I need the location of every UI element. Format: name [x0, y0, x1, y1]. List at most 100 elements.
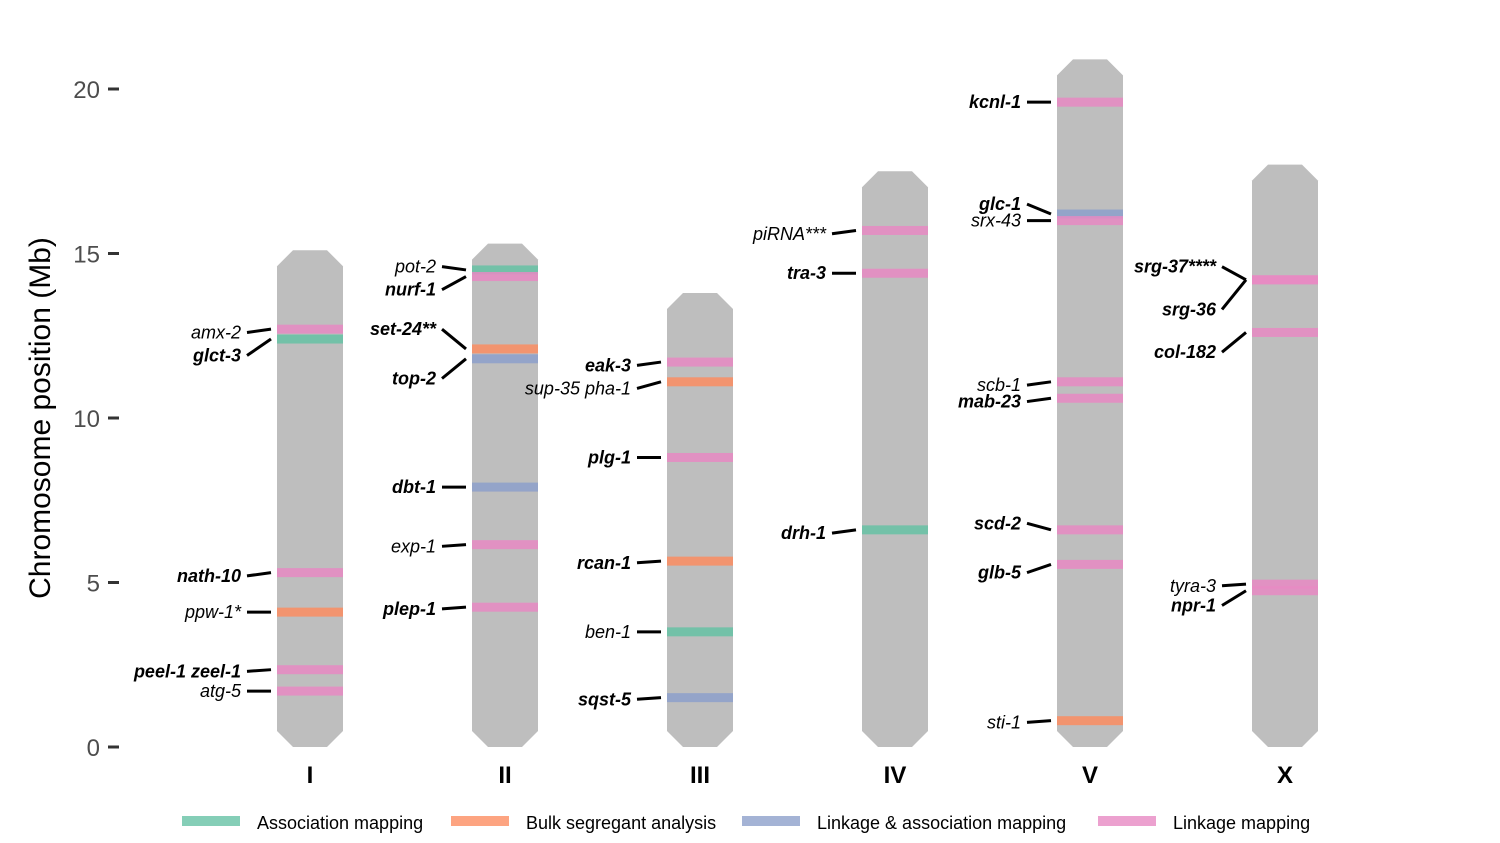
gene-band — [472, 540, 538, 550]
gene-label: amx-2 — [191, 322, 241, 342]
gene-label: mab-23 — [958, 392, 1021, 412]
legend-label: Linkage & association mapping — [817, 813, 1066, 833]
gene-band — [472, 272, 538, 282]
gene-band — [1252, 586, 1318, 596]
gene-leader-line — [1026, 521, 1052, 532]
gene-label: top-2 — [392, 369, 436, 389]
chromosome-I-bar — [277, 250, 343, 747]
chromosome-V-bar — [1057, 59, 1123, 747]
gene-label: npr-1 — [1171, 596, 1216, 616]
gene-band — [1057, 216, 1123, 226]
gene-band — [277, 324, 343, 334]
gene-band — [472, 265, 538, 275]
gene-leader-line — [441, 543, 467, 548]
gene-label: piRNA*** — [752, 224, 827, 244]
gene-label: atg-5 — [200, 681, 242, 701]
chromosome-label-III: III — [690, 762, 710, 789]
gene-label: srg-36 — [1162, 299, 1217, 319]
gene-label: plg-1 — [587, 447, 631, 467]
gene-label: srg-37**** — [1134, 257, 1217, 277]
gene-leader-line — [441, 605, 467, 611]
y-tick-label: 10 — [73, 406, 100, 433]
gene-label: scb-1 — [977, 375, 1021, 395]
gene-leader-line — [1221, 265, 1247, 282]
gene-label: plep-1 — [382, 599, 436, 619]
gene-leader-line — [831, 228, 857, 236]
gene-band — [1057, 559, 1123, 569]
gene-label: tra-3 — [787, 263, 826, 283]
gene-label: peel-1 zeel-1 — [133, 661, 241, 681]
gene-label: sqst-5 — [578, 689, 632, 709]
gene-label: nath-10 — [177, 566, 241, 586]
gene-band — [472, 354, 538, 364]
gene-leader-line — [246, 571, 272, 578]
gene-leader-line — [441, 328, 467, 351]
legend-swatch — [742, 816, 800, 826]
gene-leader-line — [441, 275, 467, 292]
gene-leader-lines — [246, 100, 1248, 724]
chromosome-X-bar — [1252, 164, 1318, 748]
gene-label: eak-3 — [585, 355, 631, 375]
chromosome-bars — [277, 59, 1318, 748]
y-axis: 0 5 10 15 20 — [73, 77, 119, 762]
gene-leader-line — [246, 337, 272, 357]
legend: Association mapping Bulk segregant analys… — [182, 813, 1310, 833]
gene-band — [862, 268, 928, 278]
legend-label: Linkage mapping — [1173, 813, 1310, 833]
gene-label: ben-1 — [585, 622, 631, 642]
gene-leader-line — [1026, 562, 1052, 575]
legend-label: Association mapping — [257, 813, 423, 833]
gene-label: glc-1 — [978, 194, 1021, 214]
gene-band — [1057, 377, 1123, 387]
gene-band — [667, 357, 733, 367]
gene-band — [667, 377, 733, 387]
gene-label: glb-5 — [977, 563, 1022, 583]
gene-label: srx-43 — [971, 211, 1021, 231]
y-tick-label: 20 — [73, 77, 100, 104]
gene-leader-line — [636, 380, 662, 390]
gene-leader-line — [1221, 582, 1247, 588]
gene-leader-line — [441, 265, 467, 272]
gene-label: exp-1 — [391, 536, 436, 556]
gene-markers — [277, 97, 1318, 726]
legend-swatch — [182, 816, 240, 826]
gene-band — [667, 627, 733, 637]
gene-label: tyra-3 — [1170, 576, 1216, 596]
gene-leader-line — [1221, 331, 1247, 354]
gene-label: set-24** — [370, 319, 437, 339]
gene-leader-line — [441, 357, 467, 380]
gene-leader-line — [636, 696, 662, 701]
gene-label: drh-1 — [781, 523, 826, 543]
gene-band — [277, 334, 343, 344]
chromosome-label-I: I — [307, 762, 314, 789]
gene-band — [1057, 209, 1123, 219]
gene-band — [1057, 393, 1123, 403]
gene-label: nurf-1 — [385, 280, 436, 300]
gene-leader-line — [1026, 202, 1052, 216]
gene-label: rcan-1 — [577, 553, 631, 573]
gene-band — [277, 686, 343, 696]
gene-band — [862, 525, 928, 535]
gene-band — [1057, 716, 1123, 726]
y-tick-label: 5 — [87, 571, 100, 598]
gene-leader-line — [1026, 719, 1052, 724]
gene-band — [1057, 525, 1123, 535]
gene-label: scd-2 — [974, 513, 1021, 533]
gene-band — [277, 665, 343, 675]
gene-label: pot-2 — [394, 257, 436, 277]
gene-label: dbt-1 — [392, 477, 436, 497]
y-tick-label: 15 — [73, 242, 100, 269]
gene-band — [667, 452, 733, 462]
gene-band — [1252, 275, 1318, 285]
chromosome-label-IV: IV — [884, 762, 907, 789]
gene-leader-line — [1221, 589, 1247, 607]
chromosome-IV-bar — [862, 171, 928, 747]
gene-band — [1252, 327, 1318, 337]
gene-leader-line — [831, 528, 857, 535]
y-tick-label: 0 — [87, 735, 100, 762]
chromosome-labels: I II III IV V X — [307, 762, 1293, 789]
gene-band — [667, 556, 733, 566]
chromosome-label-X: X — [1277, 762, 1293, 789]
